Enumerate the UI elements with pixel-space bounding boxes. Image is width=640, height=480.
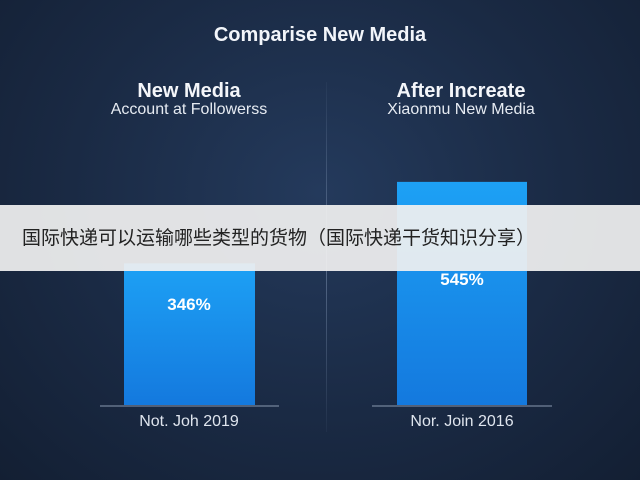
- panel-title-left: New Media: [137, 80, 241, 102]
- panel-title-right: After Increate: [396, 80, 526, 102]
- bar-left: [124, 263, 255, 405]
- value-label-left: 346%: [167, 295, 210, 314]
- banner-text: 国际快递可以运输哪些类型的货物（国际快递干货知识分享）: [22, 227, 536, 249]
- overlay-banner: 国际快递可以运输哪些类型的货物（国际快递干货知识分享）: [0, 205, 640, 271]
- chart-title: Comparise New Media: [213, 24, 427, 46]
- category-label-right: Nor. Join 2016: [410, 413, 513, 430]
- value-label-right: 545%: [440, 270, 483, 289]
- panel-subtitle-left: Account at Followerss: [110, 101, 268, 118]
- panel-subtitle-right: Xiaonmu New Media: [387, 101, 535, 118]
- category-label-left: Not. Joh 2019: [139, 413, 239, 430]
